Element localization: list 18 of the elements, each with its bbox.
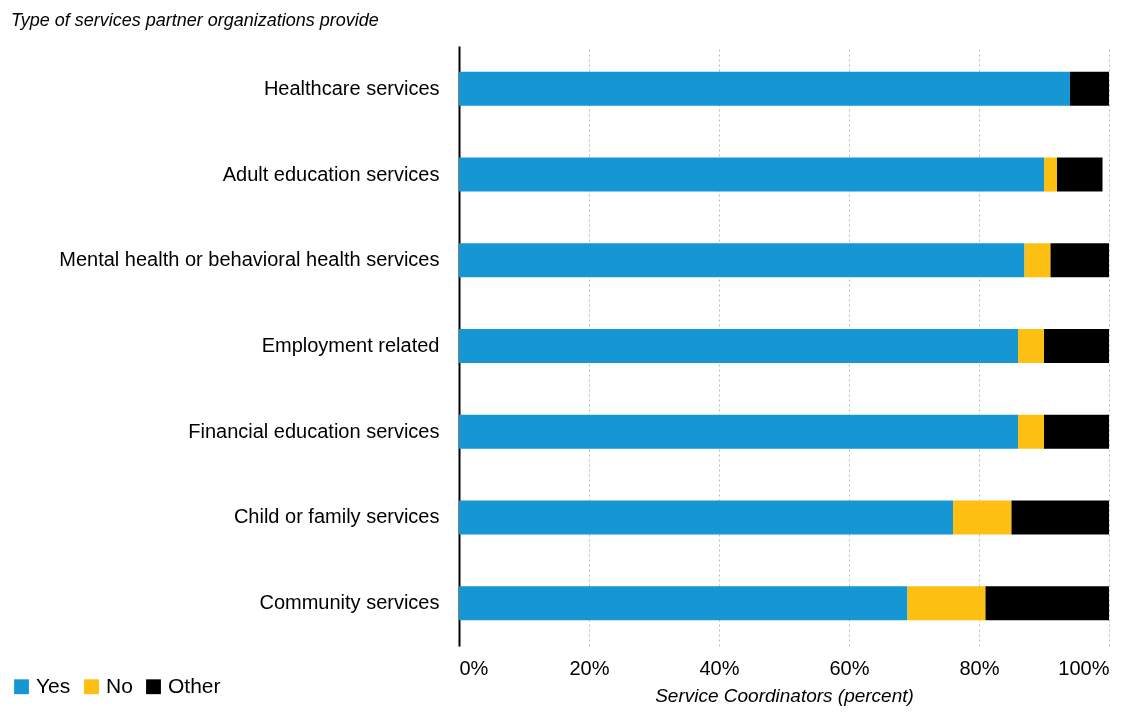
x-tick-label: 80% — [959, 656, 1000, 679]
y-tick-label: Community services — [259, 591, 440, 614]
legend-label: Yes — [36, 673, 71, 697]
text: Type of services partner organizations provide — [11, 10, 379, 30]
legend-label: Other — [168, 673, 221, 697]
x-tick-label: 40% — [699, 656, 740, 679]
y-tick-label: Employment related — [261, 334, 440, 356]
x-axis-title: Service Coordinators (percent) — [655, 684, 914, 706]
x-tick-label: 20% — [569, 656, 610, 679]
y-tick-label: Financial education services — [188, 419, 440, 442]
y-tick-label: Child or family services — [233, 505, 440, 528]
x-tick-label: 60% — [829, 656, 870, 679]
legend-label: No — [106, 673, 133, 697]
y-tick-label: Mental health or behavioral health services — [59, 248, 440, 271]
y-tick-label: Adult education services — [222, 162, 440, 185]
x-tick-label: 0% — [459, 656, 489, 679]
y-tick-label: Healthcare services — [263, 76, 440, 99]
x-tick-label: 100% — [1058, 656, 1110, 679]
